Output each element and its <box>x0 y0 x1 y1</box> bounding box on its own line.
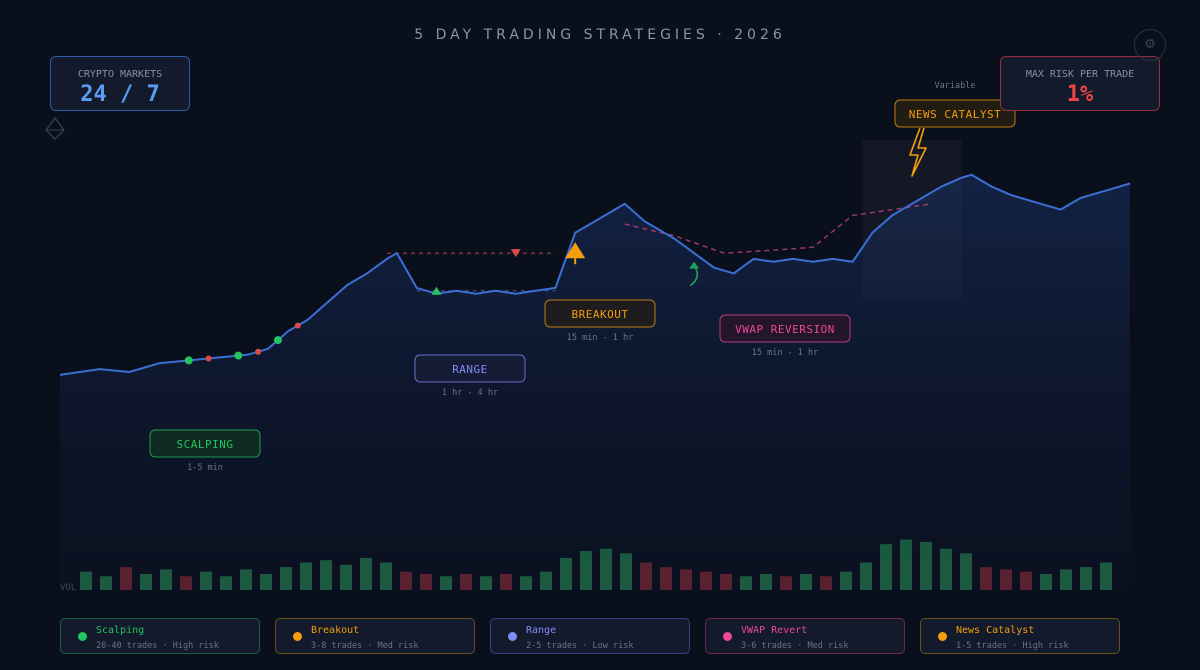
legend-item-range[interactable]: Range 2-5 trades · Low risk <box>490 618 690 654</box>
legend-name: News Catalyst <box>956 625 1035 636</box>
news-timeframe: Variable <box>935 81 976 91</box>
max-risk-value: 1% <box>1066 82 1094 107</box>
legend-item-breakout[interactable]: Breakout 3-8 trades · Med risk <box>275 618 475 654</box>
news-box <box>894 99 1016 128</box>
breakout-timeframe: 15 min - 1 hr <box>567 333 634 343</box>
ethereum-diamond-icon <box>45 117 65 140</box>
buy-marker <box>273 336 282 345</box>
annotation-news: NEWS CATALYST Variable <box>894 81 1016 128</box>
sell-marker <box>294 322 301 329</box>
crypto-markets-label: CRYPTO MARKETS <box>77 69 163 80</box>
buy-marker <box>234 351 243 360</box>
range-label: RANGE <box>452 363 488 376</box>
crypto-markets-card: CRYPTO MARKETS 24 / 7 <box>50 56 190 111</box>
vwap-label: VWAP REVERSION <box>735 323 835 336</box>
legend-name: VWAP Revert <box>741 625 808 636</box>
breakout-label: BREAKOUT <box>572 308 629 321</box>
sell-marker <box>255 348 262 355</box>
legend-item-scalping[interactable]: Scalping 20-40 trades · High risk <box>60 618 260 654</box>
legend-sub: 3-6 trades · Med risk <box>741 641 849 651</box>
vwap-box <box>719 314 851 343</box>
legend-dot <box>938 632 947 641</box>
sell-marker <box>205 355 212 362</box>
scalping-timeframe: 1-5 min <box>187 463 223 473</box>
gear-icon[interactable]: ⚙ <box>1134 29 1166 61</box>
legend-dot <box>293 632 302 641</box>
range-box <box>414 354 526 383</box>
vwap-line <box>624 203 933 254</box>
annotation-breakout: BREAKOUT 15 min - 1 hr <box>544 299 656 343</box>
legend-name: Range <box>526 625 557 636</box>
buy-marker <box>184 356 193 365</box>
legend-item-news[interactable]: News Catalyst 1-5 trades · High risk <box>920 618 1120 654</box>
range-sell-arrow <box>510 249 521 258</box>
legend-sub: 3-8 trades · Med risk <box>311 641 419 651</box>
legend-dot <box>723 632 732 641</box>
annotation-range: RANGE 1 hr - 4 hr <box>414 354 526 398</box>
scalping-label: SCALPING <box>177 438 234 451</box>
legend-sub: 20-40 trades · High risk <box>96 641 219 651</box>
crypto-markets-value: 24 / 7 <box>80 82 160 107</box>
legend-name: Breakout <box>311 625 360 636</box>
max-risk-label: MAX RISK PER TRADE <box>1025 69 1135 80</box>
price-area <box>60 174 1130 591</box>
range-buy-arrow <box>431 286 442 295</box>
legend-dot <box>78 632 87 641</box>
breakout-arrow <box>565 242 586 259</box>
annotation-scalping: SCALPING 1-5 min <box>149 429 261 473</box>
max-risk-card: MAX RISK PER TRADE 1% <box>1000 56 1160 111</box>
scalping-box <box>149 429 261 458</box>
news-label: NEWS CATALYST <box>909 108 1002 121</box>
annotation-vwap: VWAP REVERSION 15 min - 1 hr <box>719 314 851 358</box>
legend-sub: 2-5 trades · Low risk <box>526 641 634 651</box>
legend-dot <box>508 632 517 641</box>
price-line <box>59 173 1131 376</box>
vwap-timeframe: 15 min - 1 hr <box>752 348 819 358</box>
legend-item-vwap[interactable]: VWAP Revert 3-6 trades · Med risk <box>705 618 905 654</box>
breakout-box <box>544 299 656 328</box>
legend-sub: 1-5 trades · High risk <box>956 641 1069 651</box>
range-timeframe: 1 hr - 4 hr <box>442 388 498 398</box>
vwap-reversion-arrowhead <box>689 261 700 269</box>
legend-name: Scalping <box>96 625 145 636</box>
lightning-icon <box>909 127 927 177</box>
page-title: 5 DAY TRADING STRATEGIES · 2026 <box>414 27 786 43</box>
